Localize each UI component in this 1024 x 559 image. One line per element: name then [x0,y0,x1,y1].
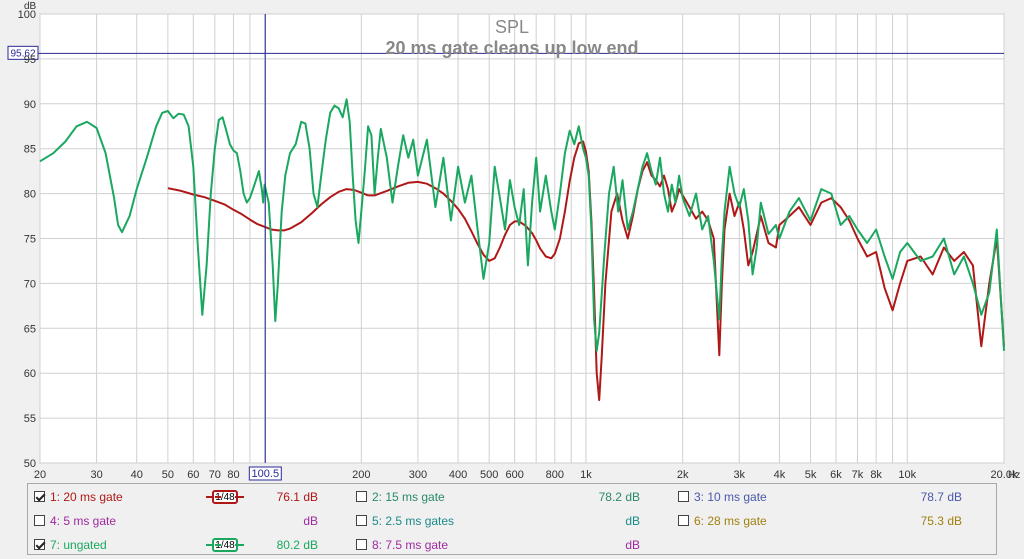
x-tick-label: 300 [409,469,427,481]
smoothing-label: 1/48 [215,492,235,503]
legend-label: 7: ungated [50,538,107,552]
legend-checkbox[interactable] [678,515,689,526]
y-tick-label: 80 [24,189,36,201]
legend-item[interactable]: 6: 28 ms gate 75.3 dB [678,512,962,530]
legend-value: 76.1 dB [276,490,318,504]
legend-value: 80.2 dB [276,538,318,552]
chart-subtitle: 20 ms gate cleans up low end [385,38,638,58]
legend-item[interactable]: 7: ungated 1/48 80.2 dB [34,536,318,554]
cursor-x-readout: 100.5 [252,468,280,480]
legend-value: 78.7 dB [920,490,962,504]
y-tick-label: 60 [24,368,36,380]
legend-value: 75.3 dB [920,514,962,528]
legend-value: dB [625,514,640,528]
x-tick-label: 40 [131,469,143,481]
x-tick-label: 8k [870,469,882,481]
x-tick-label: 400 [449,469,467,481]
legend-value: dB [303,514,318,528]
x-tick-label: 600 [505,469,523,481]
x-tick-label: 70 [209,469,221,481]
y-tick-label: 55 [24,413,36,425]
y-tick-label: 50 [24,458,36,470]
legend-checkbox[interactable] [356,539,367,550]
x-tick-label: 50 [162,469,174,481]
smoothing-line-left [206,544,212,546]
legend-checkbox[interactable] [34,491,45,502]
cursor-y-readout-box [7,45,39,60]
legend-item[interactable]: 5: 2.5 ms gates dB [356,512,640,530]
legend-item[interactable]: 1: 20 ms gate 1/48 76.1 dB [34,488,318,506]
legend-value: 78.2 dB [598,490,640,504]
x-tick-label: 1k [580,469,592,481]
cursor-x-readout-box [248,466,282,481]
axes-layer: 50 55 60 65 70 75 80 85 90 95 100 20 30 40 50 60 70 80 200… [18,9,1018,481]
y-tick-label: 95 [24,54,36,66]
smoothing-line-left [206,496,212,498]
x-tick-label: 80 [227,469,239,481]
series-layer [39,98,1005,402]
cursor-layer: 95.62 100.5 [7,14,1004,481]
legend-checkbox[interactable] [34,539,45,550]
x-tick-label: 20.0k [991,469,1018,481]
x-tick-label: 5k [805,469,817,481]
legend-checkbox[interactable] [678,491,689,502]
legend-label: 1: 20 ms gate [50,490,123,504]
smoothing-line-right [238,496,244,498]
legend-checkbox[interactable] [356,491,367,502]
x-tick-label: 60 [187,469,199,481]
smoothing-badge[interactable]: 1/48 [212,490,241,504]
legend-label: 5: 2.5 ms gates [372,514,455,528]
series-line-ungated [39,98,1005,352]
smoothing-label: 1/48 [215,540,235,551]
y-tick-label: 85 [24,144,36,156]
legend-item[interactable]: 2: 15 ms gate 78.2 dB [356,488,640,506]
legend-label: 6: 28 ms gate [694,514,767,528]
legend-label: 2: 15 ms gate [372,490,445,504]
x-tick-label: 6k [830,469,842,481]
legend-item[interactable]: 4: 5 ms gate dB [34,512,318,530]
spl-chart[interactable]: 95.62 100.5 50 55 60 65 70 75 80 85 90 95 100 20 30 40… [0,0,1024,482]
x-tick-label: 30 [90,469,102,481]
smoothing-badge[interactable]: 1/48 [212,538,241,552]
legend-value: dB [625,538,640,552]
legend-label: 8: 7.5 ms gate [372,538,449,552]
x-tick-label: 200 [352,469,370,481]
legend-label: 3: 10 ms gate [694,490,767,504]
legend-checkbox[interactable] [34,515,45,526]
y-tick-label: 100 [18,9,36,21]
x-tick-label: 10k [898,469,916,481]
smoothing-line-right [238,544,244,546]
cursor-y-readout: 95.62 [10,48,35,59]
y-tick-label: 90 [24,99,36,111]
x-tick-label: 3k [733,469,745,481]
x-tick-label: 500 [480,469,498,481]
x-tick-label: 2k [677,469,689,481]
chart-title: SPL [495,17,529,37]
y-tick-label: 65 [24,323,36,335]
legend-item[interactable]: 8: 7.5 ms gate dB [356,536,640,554]
y-tick-label: 75 [24,234,36,246]
x-tick-label: 800 [546,469,564,481]
x-tick-label: 4k [774,469,786,481]
x-axis-label: Hz [1008,470,1020,481]
x-tick-label: 20 [34,469,46,481]
legend: 1: 20 ms gate 1/48 76.1 dB 2: 15 ms gate 78.… [27,483,997,555]
x-tick-label: 7k [852,469,864,481]
y-tick-label: 70 [24,278,36,290]
legend-item[interactable]: 3: 10 ms gate 78.7 dB [678,488,962,506]
legend-label: 4: 5 ms gate [50,514,117,528]
legend-checkbox[interactable] [356,515,367,526]
y-axis-label: dB [24,1,37,12]
